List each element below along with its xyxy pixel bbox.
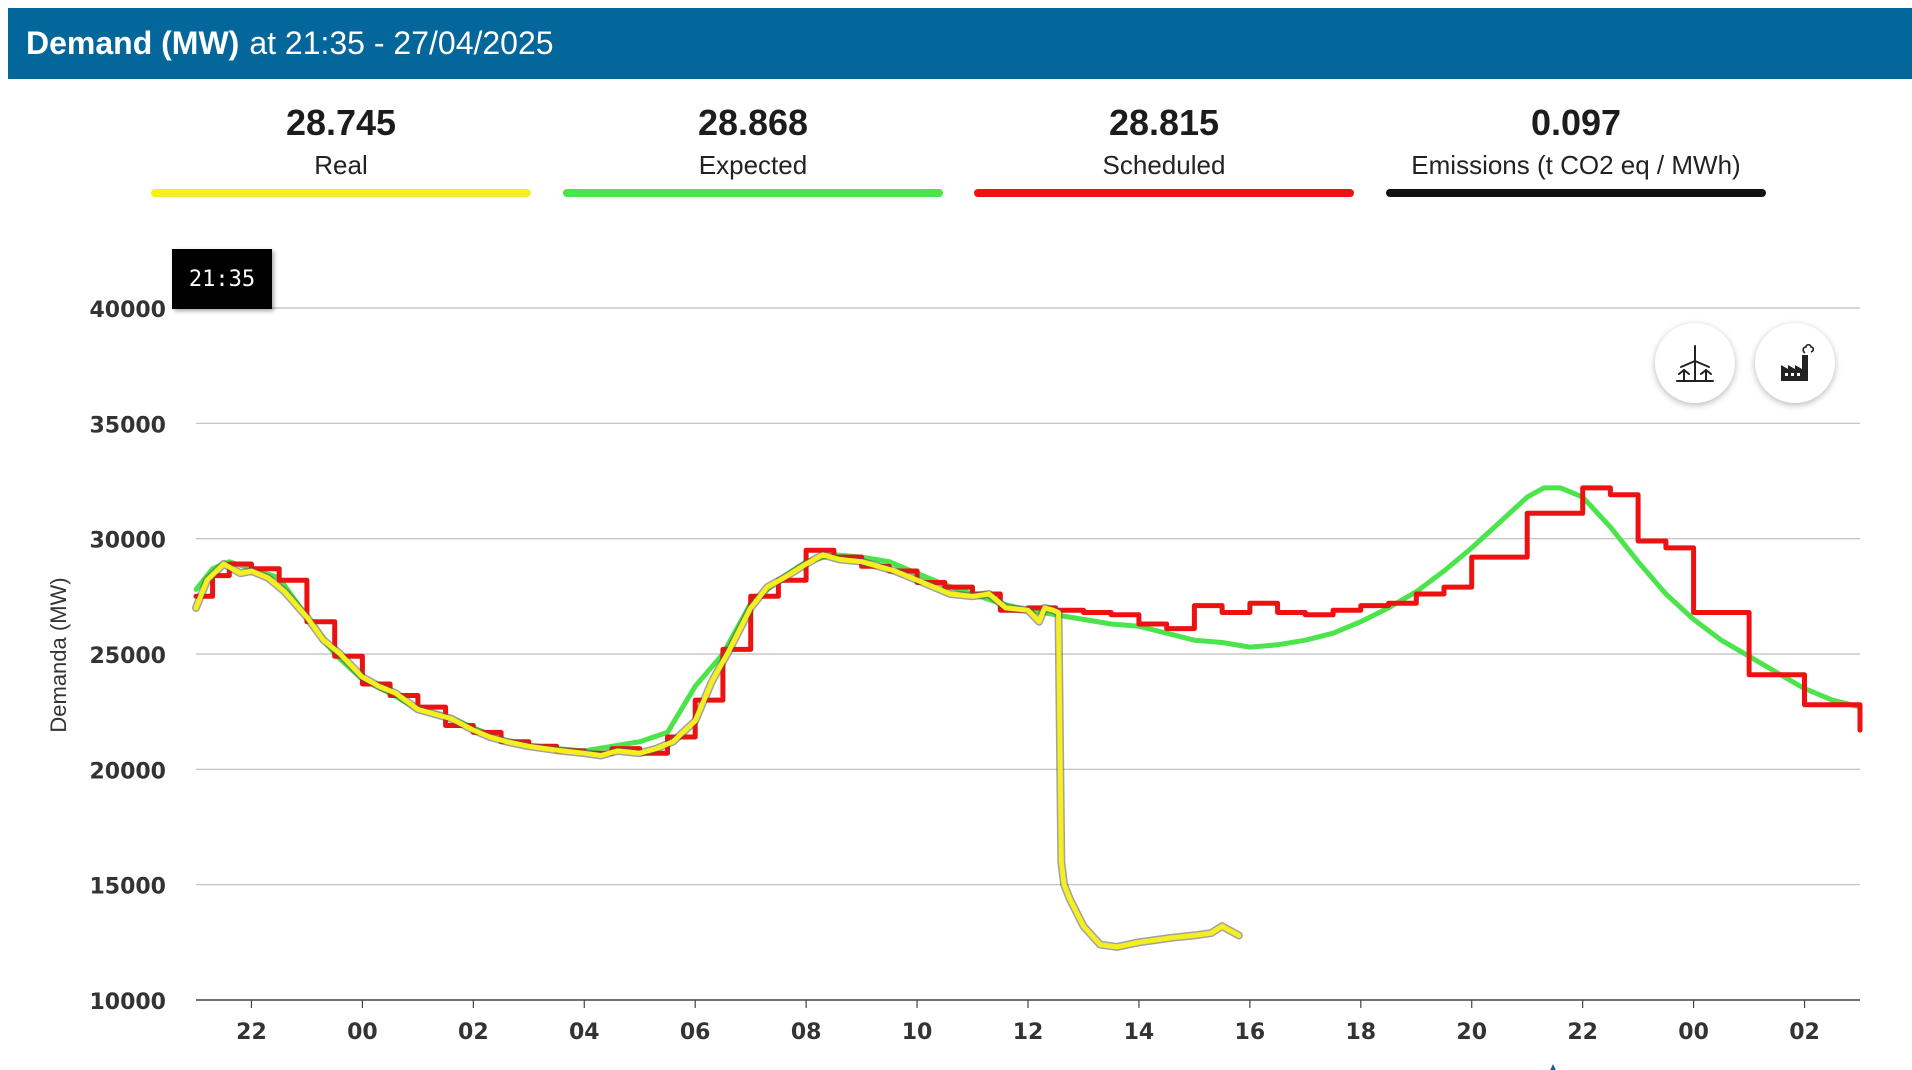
stat-emissions[interactable]: 0.097 Emissions (t CO2 eq / MWh): [1386, 95, 1766, 197]
y-tick-label: 10000: [89, 990, 166, 1015]
y-tick-label: 30000: [89, 529, 166, 554]
wind-turbine-icon: [1676, 345, 1714, 382]
y-tick-label: 15000: [89, 875, 166, 900]
x-tick-label: 22: [236, 1020, 267, 1045]
y-tick-label: 35000: [89, 413, 166, 438]
y-axis-label: Demanda (MW): [46, 577, 71, 732]
stat-scheduled-label: Scheduled: [1102, 150, 1226, 180]
chart-header: Demand (MW) at 21:35 - 27/04/2025: [8, 8, 1912, 79]
y-axis-ticks: 10000 15000 20000 25000 30000 35000 40000: [89, 298, 166, 1015]
cursor-marker: [1550, 1064, 1556, 1070]
x-tick-label: 18: [1345, 1020, 1376, 1045]
stat-emissions-label: Emissions (t CO2 eq / MWh): [1411, 150, 1741, 180]
series-line-real: [193, 552, 1242, 950]
stat-expected-value: 28.868: [697, 102, 809, 143]
stat-real[interactable]: 28.745 Real: [151, 95, 531, 197]
factory-emissions-icon: [1781, 343, 1815, 381]
x-axis-ticks: 22 00 02 04 06 08 10 12 14 16 18 20 22 00 02: [236, 1000, 1820, 1045]
stat-emissions-legend-bar: [1386, 189, 1766, 197]
x-tick-label: 10: [902, 1020, 933, 1045]
stat-expected-label: Expected: [698, 150, 808, 180]
x-tick-label: 02: [458, 1020, 489, 1045]
wind-generation-button[interactable]: [1655, 323, 1735, 403]
summary-stats: 28.745 Real 28.868 Expected 28.815 Sched…: [0, 95, 1912, 205]
stat-real-legend-bar: [151, 189, 531, 197]
x-tick-label: 16: [1235, 1020, 1266, 1045]
x-tick-label: 20: [1456, 1020, 1487, 1045]
y-tick-label: 25000: [89, 644, 166, 669]
x-tick-label: 00: [1678, 1020, 1709, 1045]
x-tick-label: 00: [347, 1020, 378, 1045]
x-tick-label: 06: [680, 1020, 711, 1045]
stat-emissions-value: 0.097: [1530, 102, 1622, 143]
time-tooltip: 21:35: [172, 249, 272, 309]
chart-grid: [196, 307, 1860, 1001]
chart-title: Demand (MW): [26, 25, 240, 61]
stat-scheduled-legend-bar: [974, 189, 1354, 197]
x-tick-label: 12: [1013, 1020, 1044, 1045]
x-tick-label: 22: [1567, 1020, 1598, 1045]
emissions-factory-button[interactable]: [1755, 323, 1835, 403]
stat-scheduled[interactable]: 28.815 Scheduled: [974, 95, 1354, 197]
stat-real-label: Real: [314, 150, 368, 180]
demand-chart[interactable]: 10000 15000 20000 25000 30000 35000 40000 22 00…: [0, 230, 1912, 1070]
stat-scheduled-value: 28.815: [1108, 102, 1220, 143]
x-tick-label: 04: [569, 1020, 600, 1045]
chart-subtitle: at 21:35 - 27/04/2025: [249, 25, 554, 61]
chart-series: [192, 485, 1863, 951]
x-tick-label: 08: [791, 1020, 822, 1045]
series-line-scheduled: [193, 485, 1863, 756]
y-tick-label: 20000: [89, 759, 166, 784]
stat-real-value: 28.745: [285, 102, 397, 143]
stat-expected-legend-bar: [563, 189, 943, 197]
stat-expected[interactable]: 28.868 Expected: [563, 95, 943, 197]
y-tick-label: 40000: [89, 298, 166, 323]
x-tick-label: 02: [1789, 1020, 1820, 1045]
x-tick-label: 14: [1124, 1020, 1155, 1045]
